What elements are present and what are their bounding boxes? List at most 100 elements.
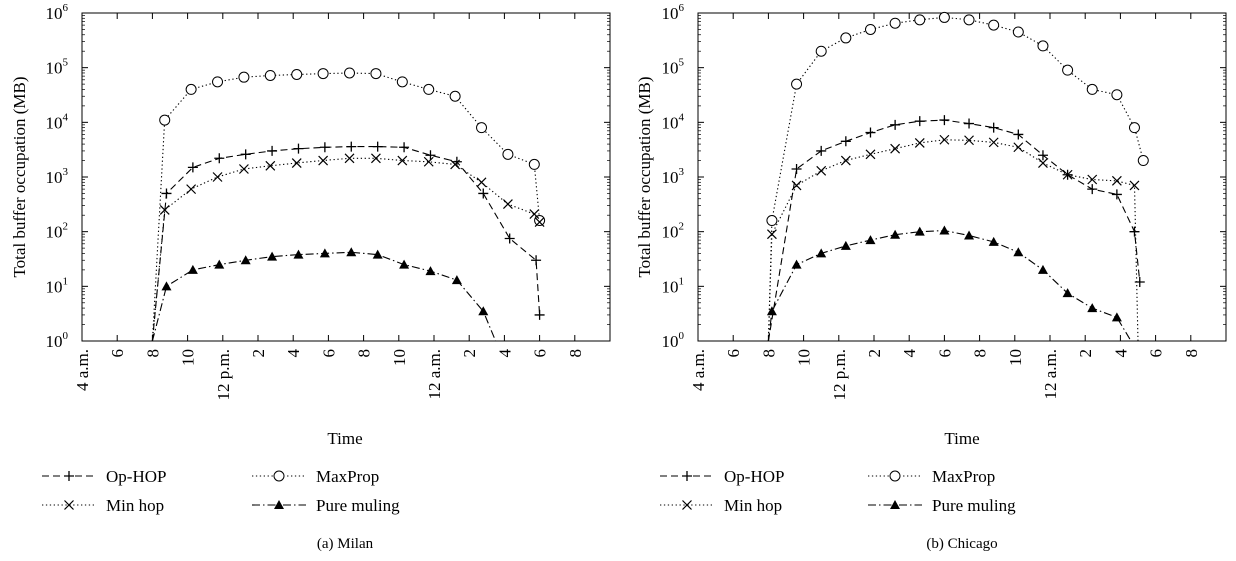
data-point-op-hop <box>816 145 827 156</box>
data-point-min-hop <box>914 138 925 148</box>
x-tick-label: 10 <box>390 349 409 366</box>
data-point-pure-muling <box>1087 303 1098 313</box>
data-point-pure-muling <box>865 235 876 245</box>
series-line-pure-muling <box>151 251 497 342</box>
data-point-maxprop <box>534 215 546 227</box>
x-ticks: 4 a.m. 6 8 10 12 p.m. 2 4 6 8 10 12 a.m. 2 4 6 8 <box>689 13 1201 400</box>
data-point-maxprop <box>396 76 408 88</box>
y-tick-label: 102 <box>662 221 685 242</box>
y-tick-label: 100 <box>46 330 69 351</box>
data-point-maxprop <box>815 45 827 57</box>
x-tick-label: 8 <box>355 349 374 358</box>
series-lines <box>151 72 541 342</box>
panel-caption: (a) Milan <box>317 536 374 552</box>
legend-label-min-hop: Min hop <box>724 496 782 515</box>
data-point-pure-muling <box>1037 264 1048 274</box>
data-point-op-hop <box>1129 226 1140 237</box>
y-tick-label: 103 <box>46 166 69 187</box>
legend-key-min-hop <box>42 500 96 510</box>
data-point-maxprop <box>1037 40 1049 52</box>
data-point-min-hop <box>791 180 802 191</box>
x-tick-label: 6 <box>108 349 127 358</box>
series-markers <box>766 11 1149 322</box>
data-point-min-hop <box>988 137 999 148</box>
x-axis-label: Time <box>327 429 362 448</box>
x-tick-label: 6 <box>724 349 743 358</box>
data-point-op-hop <box>214 153 225 164</box>
data-point-min-hop <box>529 209 540 219</box>
data-point-op-hop <box>890 119 901 130</box>
data-point-maxprop <box>344 67 356 79</box>
data-point-op-hop <box>187 162 198 173</box>
data-point-maxprop <box>185 83 197 95</box>
data-point-maxprop <box>1137 155 1149 167</box>
data-point-min-hop <box>1062 169 1073 180</box>
x-tick-label: 12 p.m. <box>214 349 233 400</box>
data-point-pure-muling <box>840 240 851 250</box>
y-tick-label: 100 <box>662 330 685 351</box>
data-point-maxprop <box>449 90 461 102</box>
data-point-min-hop <box>1038 158 1048 168</box>
data-point-op-hop <box>1134 277 1145 288</box>
x-tick-label: 4 <box>1111 349 1130 358</box>
data-point-op-hop <box>1087 184 1098 195</box>
y-ticks: 100 101 102 103 104 105 106 <box>46 2 610 351</box>
x-tick-label: 4 <box>495 349 514 358</box>
data-point-op-hop <box>1013 129 1024 140</box>
legend-label-pure-muling: Pure muling <box>316 496 400 515</box>
legend: Op-HOP MaxProp Min hop Pure muling <box>660 467 1016 515</box>
data-point-op-hop <box>964 118 975 129</box>
plot-frame <box>697 12 1227 342</box>
x-tick-label: 8 <box>971 349 990 358</box>
y-tick-label: 105 <box>662 57 685 78</box>
y-axis-label: Total buffer occupation (MB) <box>10 76 29 277</box>
data-point-maxprop <box>1062 64 1074 76</box>
data-point-pure-muling <box>1013 247 1024 257</box>
y-tick-label: 104 <box>46 111 69 132</box>
data-point-maxprop <box>988 19 1000 31</box>
data-point-op-hop <box>478 188 489 199</box>
x-tick-label: 4 <box>284 349 303 358</box>
legend: Op-HOP MaxProp Min hop Pure muling <box>42 467 400 515</box>
data-point-op-hop <box>240 149 251 160</box>
x-tick-label: 8 <box>566 349 585 358</box>
data-point-pure-muling <box>766 306 777 316</box>
x-tick-label: 10 <box>795 349 814 366</box>
x-tick-label: 6 <box>319 349 338 358</box>
data-point-op-hop <box>865 127 876 138</box>
x-tick-label: 6 <box>531 349 550 358</box>
data-point-pure-muling <box>240 255 251 265</box>
legend-key-maxprop <box>252 470 306 482</box>
data-point-maxprop <box>502 148 514 160</box>
data-point-maxprop <box>1086 83 1098 95</box>
x-tick-label: 8 <box>1182 349 1201 358</box>
data-point-maxprop <box>914 14 926 26</box>
x-tick-label: 6 <box>1147 349 1166 358</box>
data-point-pure-muling <box>791 259 802 269</box>
data-point-pure-muling <box>187 264 198 274</box>
data-point-min-hop <box>816 165 827 176</box>
y-tick-label: 101 <box>662 275 685 296</box>
panel-caption: (b) Chicago <box>926 536 997 552</box>
data-point-pure-muling <box>425 266 436 276</box>
x-tick-label: 4 a.m. <box>689 349 708 391</box>
data-point-pure-muling <box>319 248 330 258</box>
data-point-maxprop <box>264 69 276 81</box>
data-point-op-hop <box>319 142 330 153</box>
x-axis-label: Time <box>944 429 979 448</box>
data-point-maxprop <box>317 68 329 80</box>
x-tick-label: 8 <box>143 349 162 358</box>
legend-key-maxprop <box>868 470 922 482</box>
data-point-op-hop <box>267 145 278 156</box>
data-point-op-hop <box>939 115 950 126</box>
legend-marker <box>682 500 692 510</box>
data-point-maxprop <box>423 83 435 95</box>
data-point-op-hop <box>399 142 410 153</box>
data-point-op-hop <box>425 150 436 161</box>
data-point-min-hop <box>1013 142 1024 153</box>
series-line-op-hop <box>767 119 1141 342</box>
y-tick-label: 104 <box>662 111 685 132</box>
data-point-maxprop <box>963 14 975 26</box>
